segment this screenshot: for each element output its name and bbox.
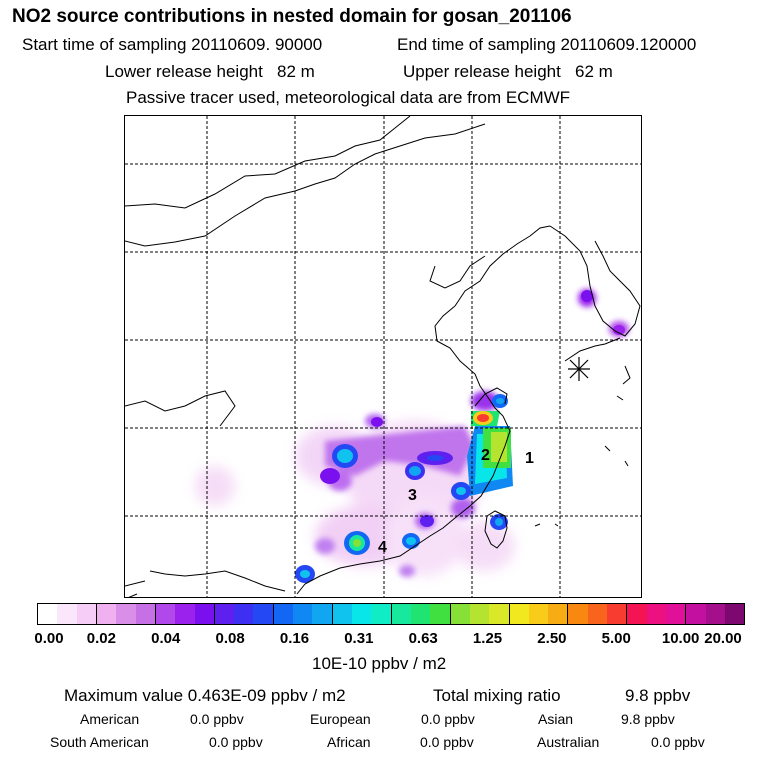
region-label-4: 4 [378, 539, 387, 556]
colorbar-tick-label: 0.16 [279, 630, 310, 647]
colorbar-tick-label: 0.04 [151, 630, 181, 647]
colorbar-segment [627, 604, 647, 624]
region-value: 0.0 ppbv [651, 734, 705, 750]
colorbar-segment [194, 604, 215, 624]
colorbar-segment [666, 604, 687, 624]
region-value: 9.8 ppbv [621, 711, 675, 727]
colorbar-segment [705, 604, 725, 624]
colorbar-segment [489, 604, 510, 624]
colorbar-segment [214, 604, 235, 624]
region-value: 0.0 ppbv [190, 711, 244, 727]
colorbar-segment [234, 604, 254, 624]
colorbar-segment [646, 604, 666, 624]
colorbar-tick-label: 20.00 [704, 630, 742, 647]
colorbar-segment [135, 604, 156, 624]
lat-lon-grid [125, 116, 641, 597]
colorbar-tick-label: 10.00 [661, 630, 700, 647]
colorbar-segment [175, 604, 195, 624]
colorbar-segment [293, 604, 313, 624]
colorbar [37, 603, 745, 625]
region-name: African [327, 734, 371, 750]
colorbar-segment [686, 604, 706, 624]
region-label-3: 3 [408, 487, 417, 504]
colorbar-segment [273, 604, 294, 624]
colorbar-segment [96, 604, 117, 624]
colorbar-segment [410, 604, 431, 624]
colorbar-tick-label: 2.50 [537, 630, 567, 647]
colorbar-segment [253, 604, 274, 624]
colorbar-tick-label: 5.00 [601, 630, 631, 647]
region-value: 0.0 ppbv [421, 711, 475, 727]
colorbar-segment [607, 604, 628, 624]
colorbar-segment [391, 604, 411, 624]
colorbar-segment [155, 604, 176, 624]
colorbar-segment [509, 604, 529, 624]
max-value-label: Maximum value 0.463E-09 ppbv / m2 [64, 686, 346, 705]
colorbar-segment [352, 604, 372, 624]
region-label-1: 1 [525, 450, 534, 467]
page-title: NO2 source contributions in nested domai… [12, 6, 572, 27]
colorbar-segment [587, 604, 608, 624]
map-canvas: 1 2 3 4 [125, 116, 641, 597]
tracer-info-label: Passive tracer used, meteorological data… [126, 88, 571, 107]
colorbar-segment [312, 604, 333, 624]
colorbar-segment [450, 604, 470, 624]
coastlines [125, 116, 641, 597]
region-name: South American [50, 734, 149, 750]
colorbar-segment [57, 604, 77, 624]
total-mixing-value: 9.8 ppbv [625, 686, 691, 705]
colorbar-segment [528, 604, 549, 624]
colorbar-segment [469, 604, 490, 624]
colorbar-tick-label: 0.02 [86, 630, 116, 647]
region-value: 0.0 ppbv [209, 734, 263, 750]
colorbar-unit-label: 10E-10 ppbv / m2 [312, 654, 447, 673]
lower-height-label: Lower release height 82 m [105, 62, 315, 81]
colorbar-tick-label: 0.00 [34, 630, 64, 647]
start-time-label: Start time of sampling 20110609. 90000 [22, 35, 323, 54]
receptor-star-icon [568, 357, 590, 381]
colorbar-segment [568, 604, 588, 624]
colorbar-tick-label: 0.63 [408, 630, 438, 647]
colorbar-segment [724, 604, 745, 624]
total-mixing-label: Total mixing ratio [433, 686, 561, 705]
colorbar-segment [430, 604, 451, 624]
colorbar-segment [548, 604, 569, 624]
upper-height-label: Upper release height 62 m [403, 62, 613, 81]
colorbar-tick-label: 0.31 [344, 630, 374, 647]
colorbar-segment [371, 604, 392, 624]
region-name: Asian [538, 711, 574, 727]
map-panel: 1 2 3 4 [124, 115, 642, 598]
colorbar-tick-label: 0.08 [215, 630, 245, 647]
region-name: European [310, 711, 371, 727]
region-name: American [80, 711, 140, 727]
colorbar-segment [76, 604, 97, 624]
region-label-2: 2 [481, 447, 490, 464]
colorbar-segment [116, 604, 136, 624]
colorbar-tick-label: 1.25 [472, 630, 503, 647]
colorbar-segment [332, 604, 352, 624]
end-time-label: End time of sampling 20110609.120000 [397, 35, 697, 54]
plume-hotspots [295, 290, 625, 583]
colorbar-segment [38, 604, 58, 624]
region-name: Australian [537, 734, 600, 750]
region-value: 0.0 ppbv [420, 734, 474, 750]
